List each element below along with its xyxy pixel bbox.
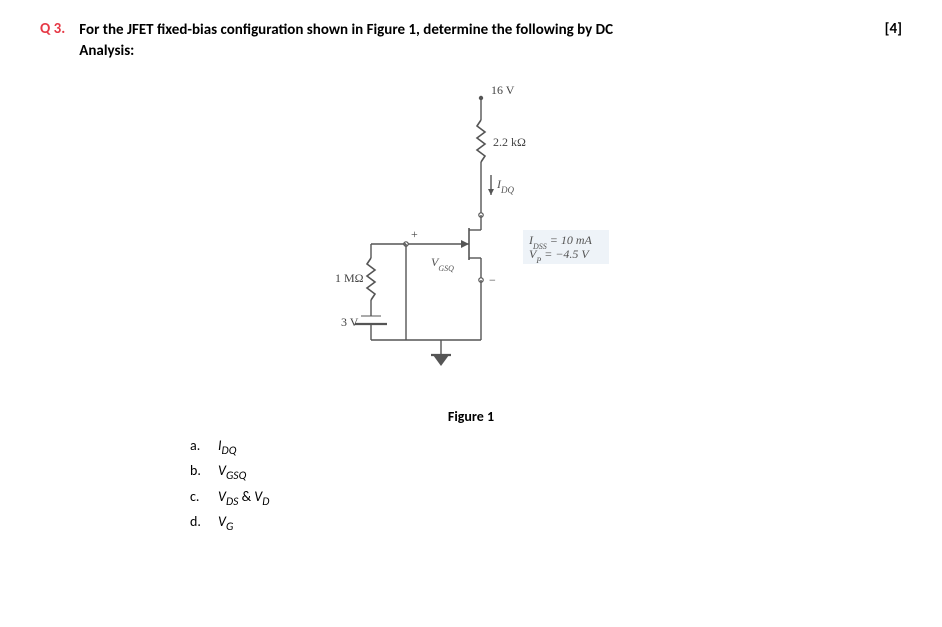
question-text: For the JFET fixed-bias configuration sh… <box>79 20 870 62</box>
circuit-svg: 16 V 2.2 kΩ IDQ − IDSS = 10 mA <box>291 80 651 400</box>
subpart-c-label: c. <box>190 486 206 511</box>
gate-plus: + <box>411 227 418 241</box>
idq-arrow-head <box>488 189 494 195</box>
subpart-d-value: VG <box>218 511 233 536</box>
battery-label: 3 V <box>341 315 359 329</box>
question-line1: For the JFET fixed-bias configuration sh… <box>79 21 613 39</box>
question-marks: [4] <box>885 20 902 38</box>
circuit-figure: 16 V 2.2 kΩ IDQ − IDSS = 10 mA <box>40 80 902 400</box>
vgsq-label: VGSQ <box>431 255 454 273</box>
subpart-b: b. VGSQ <box>190 460 902 485</box>
subparts-list: a. IDQ b. VGSQ c. VDS & VD d. VG <box>190 435 902 537</box>
drain-resistor-label: 2.2 kΩ <box>493 135 526 149</box>
gate-resistor-label: 1 MΩ <box>335 271 364 285</box>
subpart-c: c. VDS & VD <box>190 486 902 511</box>
source-minus: − <box>489 273 496 287</box>
idq-label: IDQ <box>496 177 514 195</box>
question-number: Q 3. <box>40 20 65 38</box>
drain-resistor <box>477 120 485 162</box>
question-row: Q 3. For the JFET fixed-bias configurati… <box>40 20 902 62</box>
subpart-b-label: b. <box>190 460 206 485</box>
ground-tri <box>433 355 449 366</box>
gate-resistor <box>367 258 375 300</box>
subpart-b-value: VGSQ <box>218 460 246 485</box>
subpart-a-value: IDQ <box>218 435 236 460</box>
subpart-a-label: a. <box>190 435 206 460</box>
supply-voltage-label: 16 V <box>491 83 515 97</box>
subpart-d-label: d. <box>190 511 206 536</box>
subpart-a: a. IDQ <box>190 435 902 460</box>
question-line2: Analysis: <box>79 42 134 60</box>
jfet-gate-arrow <box>461 240 469 248</box>
subpart-c-value: VDS & VD <box>218 486 269 511</box>
subpart-d: d. VG <box>190 511 902 536</box>
figure-caption: Figure 1 <box>40 408 902 425</box>
